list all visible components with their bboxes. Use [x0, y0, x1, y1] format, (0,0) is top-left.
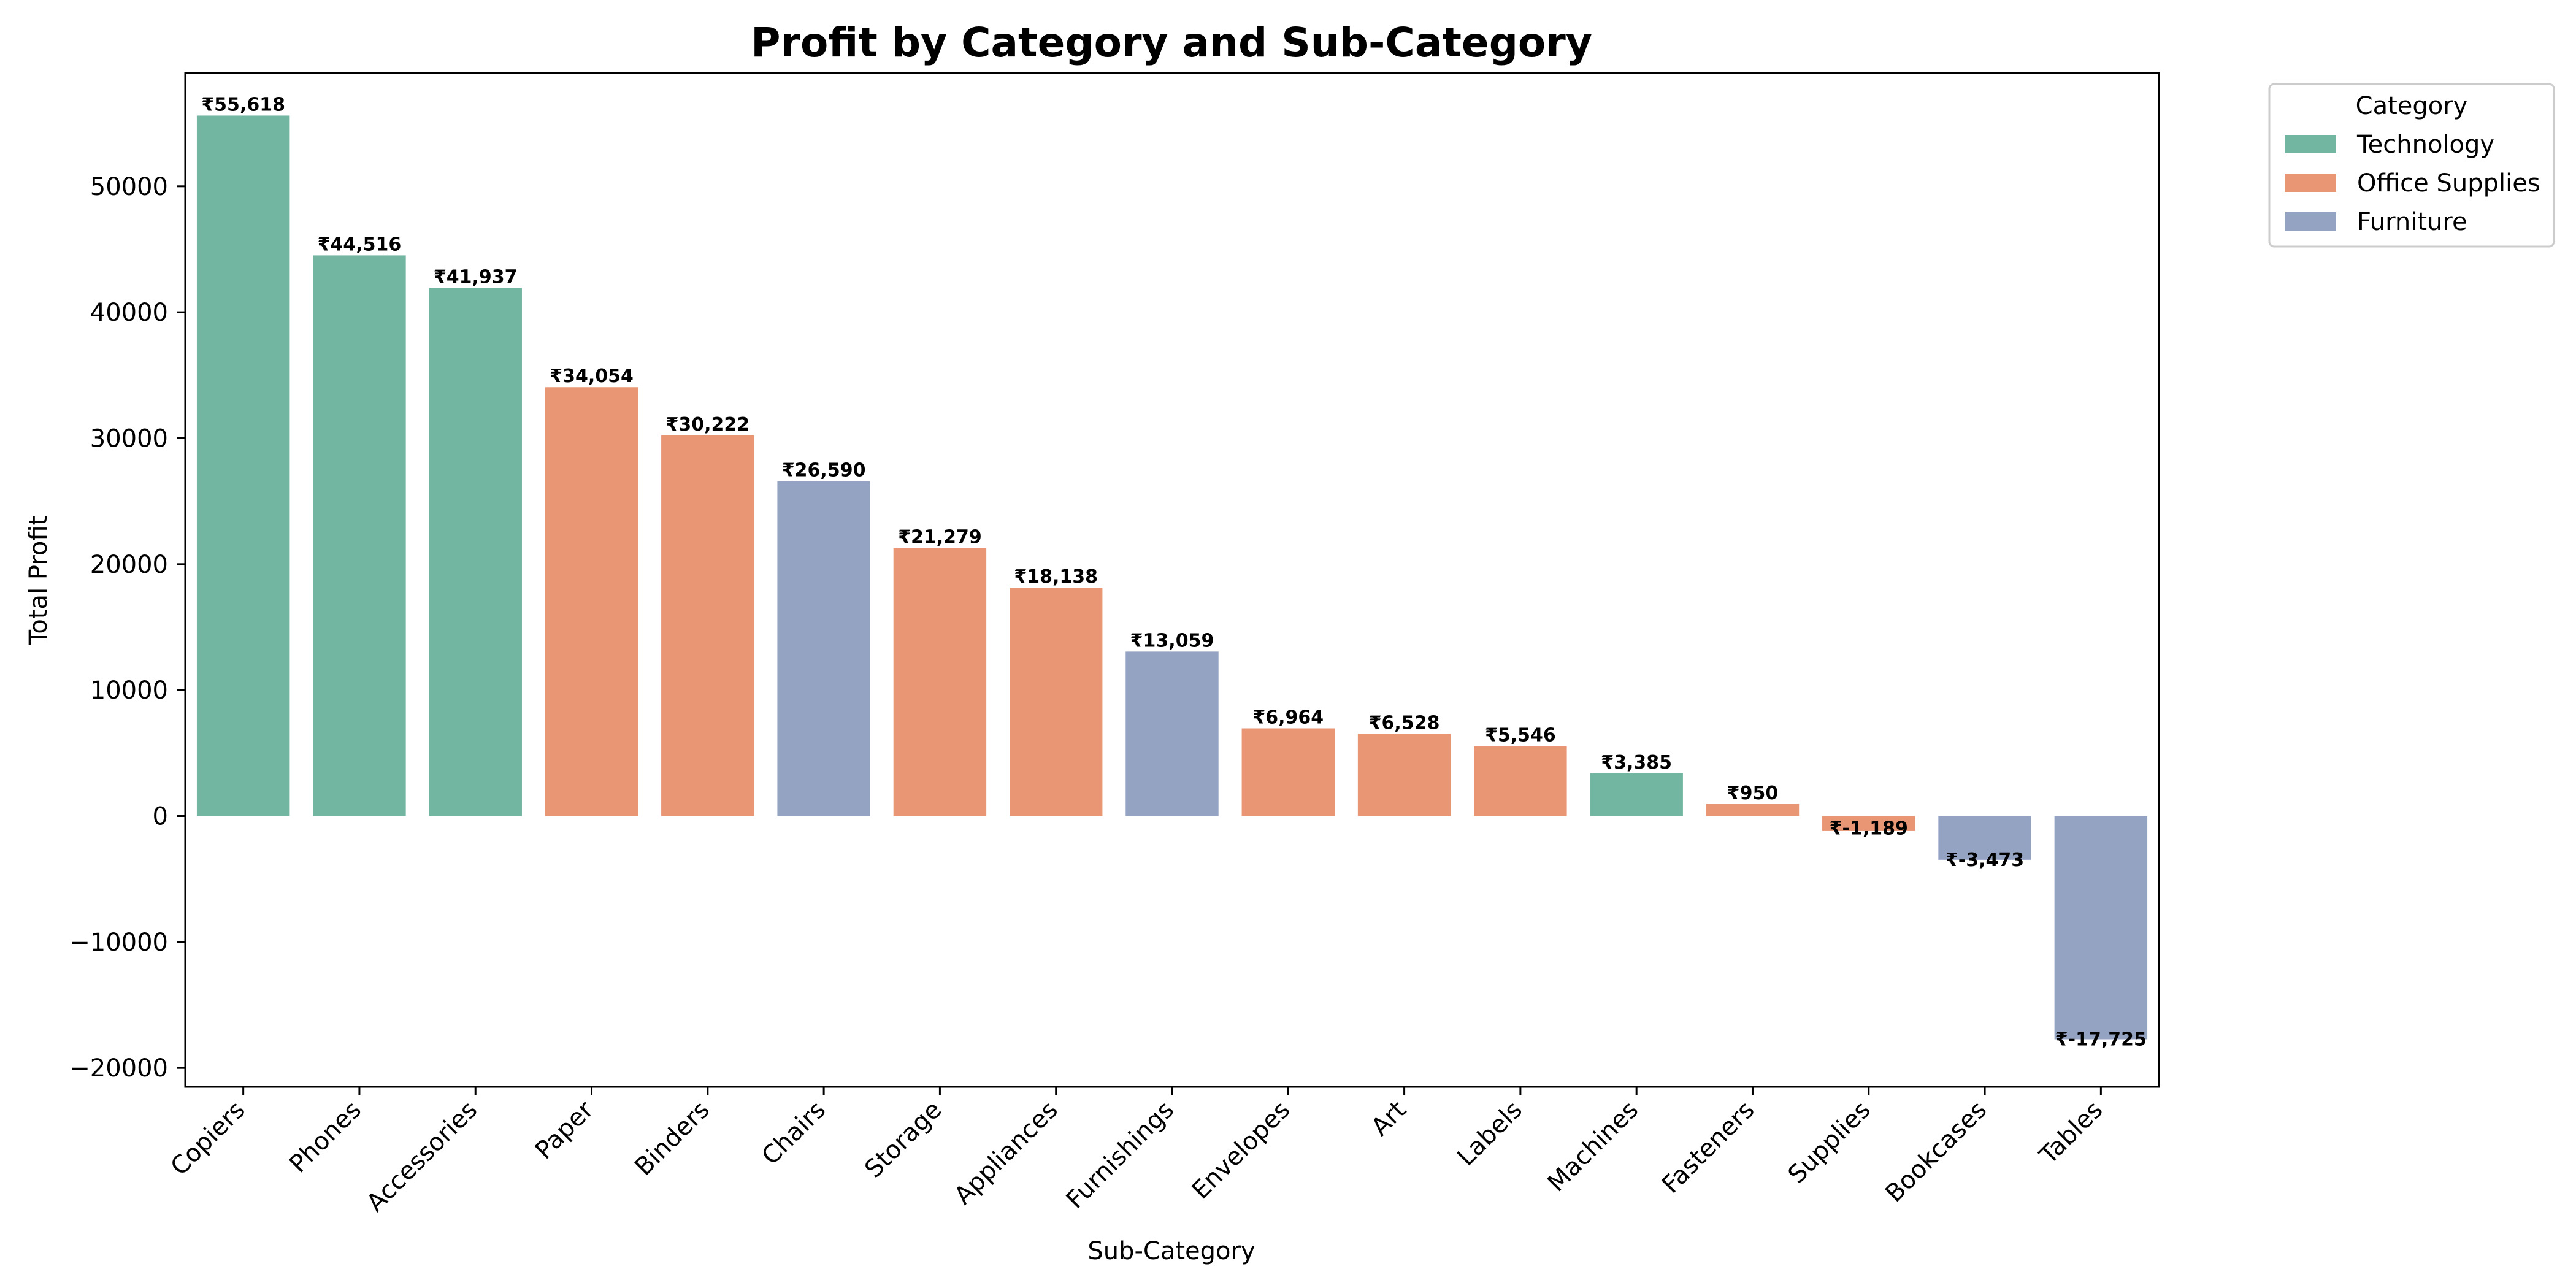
bar-art — [1357, 734, 1451, 816]
bar-fasteners — [1706, 804, 1800, 816]
x-tick-label: Chairs — [756, 1096, 831, 1171]
x-tick-label: Paper — [530, 1095, 599, 1165]
x-axis-label: Sub-Category — [1087, 1237, 1255, 1265]
bar-bookcases — [1938, 816, 2031, 860]
legend-label-furniture: Furniture — [2357, 208, 2467, 236]
y-tick-label: −20000 — [69, 1054, 168, 1083]
y-tick-label: 30000 — [90, 424, 168, 453]
x-tick-label: Supplies — [1783, 1096, 1876, 1189]
bar-value-label: ₹-17,725 — [2055, 1029, 2147, 1050]
bar-value-label: ₹30,222 — [666, 414, 750, 435]
y-tick-label: 10000 — [90, 677, 168, 705]
bar-value-label: ₹-1,189 — [1830, 818, 1908, 840]
bar-supplies — [1822, 816, 1915, 831]
bar-value-label: ₹41,937 — [434, 266, 518, 288]
bar-value-label: ₹44,516 — [318, 234, 402, 255]
bar-paper — [545, 387, 638, 816]
x-tick-label: Storage — [859, 1096, 947, 1184]
x-tick-label: Binders — [629, 1096, 715, 1181]
bar-value-label: ₹6,964 — [1252, 707, 1324, 729]
bar-copiers — [196, 115, 290, 816]
y-axis-label: Total Profit — [25, 516, 53, 645]
legend-swatch-office-supplies — [2285, 174, 2336, 192]
bar-value-label: ₹13,059 — [1130, 630, 1214, 651]
x-tick-label: Art — [1366, 1096, 1412, 1142]
bar-value-label: ₹55,618 — [201, 94, 285, 115]
bar-phones — [313, 255, 406, 816]
bar-appliances — [1009, 588, 1103, 816]
y-tick-label: 40000 — [90, 299, 168, 327]
x-tick-label: Labels — [1452, 1096, 1528, 1172]
bars-layer — [196, 115, 2148, 1040]
bar-labels — [1474, 746, 1567, 816]
legend-label-technology: Technology — [2356, 131, 2494, 159]
y-tick-label: 50000 — [90, 173, 168, 201]
bar-value-label: ₹5,546 — [1485, 725, 1556, 746]
bar-tables — [2054, 816, 2148, 1040]
x-tick-label: Envelopes — [1187, 1096, 1296, 1205]
x-tick-label: Machines — [1543, 1096, 1644, 1198]
x-tick-label: Appliances — [949, 1096, 1063, 1210]
legend: Category Technology Office Supplies Furnit… — [2268, 83, 2555, 248]
bar-value-label: ₹3,385 — [1601, 752, 1672, 773]
y-tick-label: 20000 — [90, 551, 168, 579]
bar-furnishings — [1125, 651, 1219, 816]
x-tick-label: Furnishings — [1061, 1096, 1179, 1214]
bar-value-label: ₹21,279 — [898, 527, 982, 548]
legend-swatch-technology — [2285, 135, 2336, 153]
bar-value-label: ₹6,528 — [1369, 712, 1440, 734]
bar-storage — [893, 548, 987, 816]
x-tick-label: Tables — [2034, 1096, 2108, 1170]
x-tick-label: Phones — [284, 1096, 367, 1179]
chart-title: Profit by Category and Sub-Category — [751, 19, 1592, 66]
x-tick-label: Accessories — [361, 1096, 483, 1217]
bar-value-label: ₹26,590 — [782, 460, 866, 481]
y-axis: −20000 −10000 0 10000 20000 30000 40000 50000 — [69, 173, 185, 1083]
bar-binders — [661, 435, 754, 816]
bar-machines — [1590, 773, 1683, 816]
bar-value-label: ₹34,054 — [550, 366, 634, 387]
bar-value-label: ₹950 — [1727, 783, 1779, 804]
bar-value-label: ₹18,138 — [1014, 566, 1098, 588]
x-tick-label: Copiers — [166, 1096, 251, 1181]
x-tick-label: Bookcases — [1880, 1096, 1992, 1208]
bar-chairs — [777, 481, 870, 816]
legend-title: Category — [2356, 92, 2468, 120]
bar-labels-layer: ₹55,618 ₹44,516 ₹41,937 ₹34,054 ₹30,222 ₹26,5… — [201, 94, 2147, 1050]
legend-box — [2268, 83, 2555, 248]
x-tick-label: Fasteners — [1657, 1096, 1760, 1199]
bar-value-label: ₹-3,473 — [1945, 849, 2024, 871]
legend-swatch-furniture — [2285, 212, 2336, 231]
bar-envelopes — [1241, 728, 1335, 816]
y-tick-label: −10000 — [69, 929, 168, 957]
legend-label-office-supplies: Office Supplies — [2357, 169, 2540, 197]
y-tick-label: 0 — [153, 803, 168, 831]
bar-accessories — [429, 288, 522, 816]
